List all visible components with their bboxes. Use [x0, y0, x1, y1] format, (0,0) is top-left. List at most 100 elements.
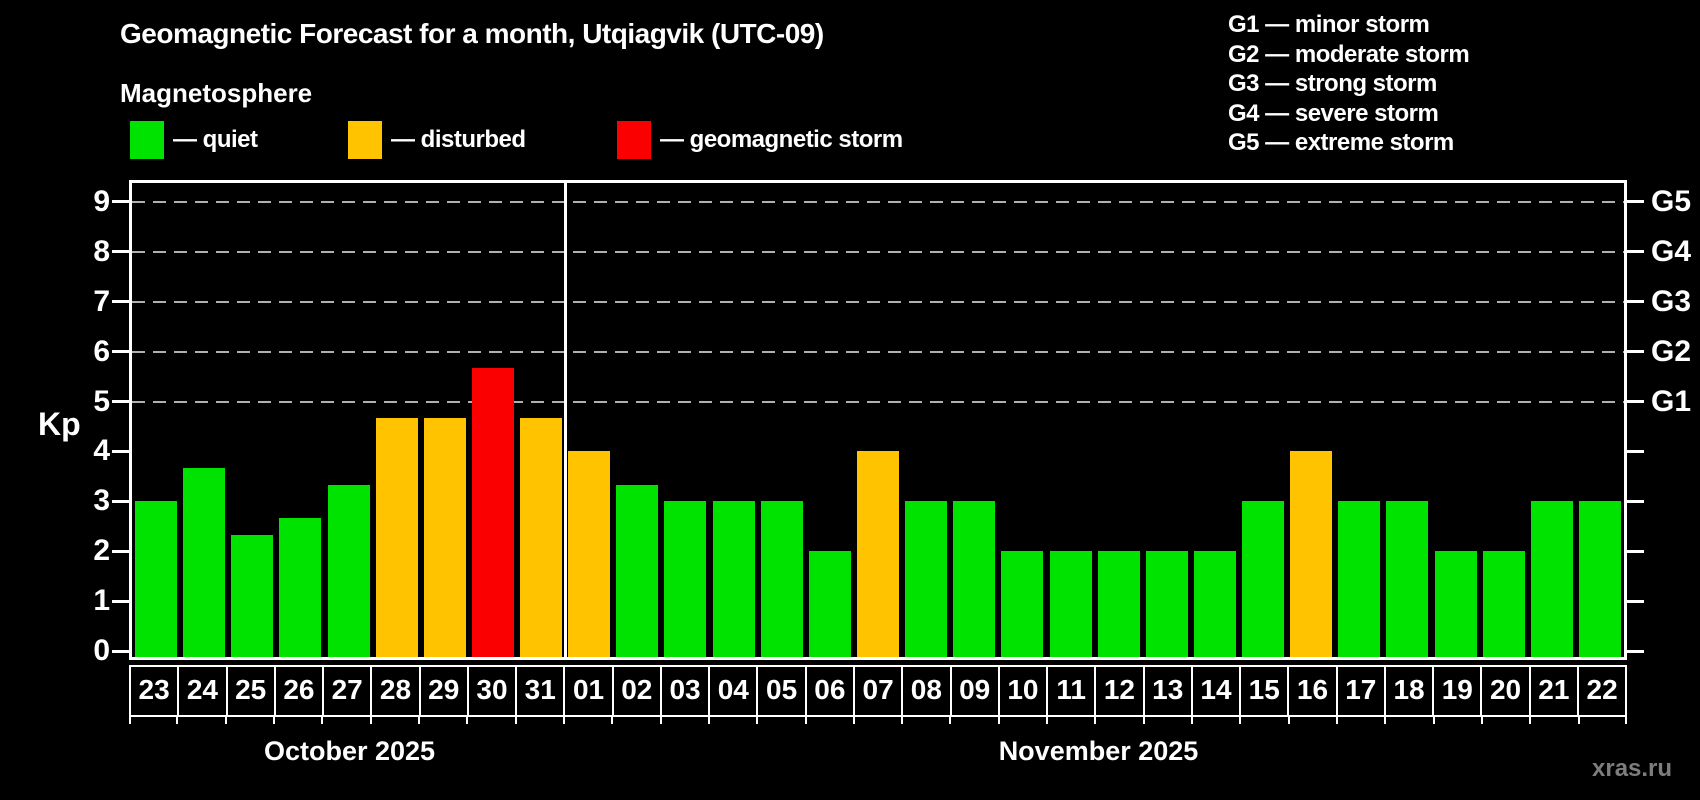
date-cell-17: 17 — [1335, 667, 1384, 715]
month-label-november: November 2025 — [998, 736, 1199, 766]
kp-bar-november-09 — [953, 501, 996, 657]
g-scale-tick-label-g5: G5 — [1651, 184, 1692, 218]
right-axis-tick-6 — [1627, 350, 1644, 354]
gridline-kp5 — [132, 400, 1624, 403]
date-axis-row: 23 24 25 26 27 28 29 30 31 01 02 03 04 05 06 07 08 09 10 11… — [129, 665, 1627, 717]
right-axis-tick-7 — [1627, 300, 1644, 304]
g-scale-tick-label-g4: G4 — [1651, 234, 1692, 268]
right-axis-tick-3 — [1627, 499, 1644, 503]
kp-bar-october-24 — [183, 467, 226, 657]
left-axis-tick-9 — [112, 200, 129, 204]
left-axis-tick-7 — [112, 300, 129, 304]
date-cell-10: 10 — [997, 667, 1046, 715]
date-cell-26: 26 — [273, 667, 322, 715]
storm-legend-label: — geomagnetic storm — [660, 126, 903, 153]
left-axis-tick-5 — [112, 400, 129, 403]
kp-bar-october-26 — [279, 517, 322, 657]
ruler-tick — [1577, 717, 1580, 724]
ruler-tick — [466, 717, 469, 724]
ruler-tick — [1481, 717, 1484, 724]
kp-bar-november-01 — [568, 451, 611, 657]
date-cell-08: 08 — [901, 667, 949, 715]
ruler-tick — [707, 717, 710, 724]
kp-bar-november-13 — [1145, 551, 1188, 657]
ruler-tick — [224, 717, 227, 724]
kp-bar-november-10 — [1001, 551, 1044, 657]
ruler-tick — [756, 717, 759, 724]
date-axis-ruler — [129, 717, 1627, 724]
ruler-tick — [1432, 717, 1435, 724]
ruler-tick — [611, 717, 614, 724]
right-axis-tick-2 — [1627, 549, 1644, 553]
date-cell-15: 15 — [1239, 667, 1287, 715]
left-axis-tick-6 — [112, 350, 129, 354]
kp-bar-november-08 — [905, 501, 948, 657]
g3-legend-line: G3 — strong storm — [1228, 70, 1437, 97]
kp-bar-november-19 — [1434, 551, 1477, 657]
kp-bar-october-25 — [231, 534, 274, 657]
right-axis-tick-4 — [1627, 449, 1644, 453]
date-cell-03: 03 — [659, 667, 708, 715]
date-cell-05: 05 — [756, 667, 804, 715]
gridline-kp8 — [132, 250, 1624, 253]
date-cell-06: 06 — [804, 667, 853, 715]
y-tick-label-9: 9 — [93, 184, 110, 218]
plot-area — [129, 180, 1627, 660]
date-cell-21: 21 — [1528, 667, 1577, 715]
kp-bar-november-15 — [1242, 501, 1285, 657]
kp-bar-october-28 — [375, 417, 418, 657]
date-cell-31: 31 — [515, 667, 563, 715]
g-scale-tick-label-g2: G2 — [1651, 334, 1692, 368]
left-axis-tick-4 — [112, 449, 129, 453]
left-axis-tick-0 — [112, 649, 129, 653]
kp-bar-november-04 — [712, 501, 755, 657]
left-axis-tick-2 — [112, 549, 129, 553]
date-cell-09: 09 — [949, 667, 998, 715]
kp-bar-november-11 — [1049, 551, 1092, 657]
gridline-kp6 — [132, 350, 1624, 353]
month-separator — [563, 183, 567, 657]
ruler-tick — [562, 717, 565, 724]
date-cell-14: 14 — [1190, 667, 1239, 715]
left-axis-tick-3 — [112, 499, 129, 503]
ruler-tick — [321, 717, 324, 724]
date-cell-13: 13 — [1142, 667, 1191, 715]
ruler-tick — [514, 717, 517, 724]
date-cell-22: 22 — [1576, 667, 1625, 715]
right-axis-tick-1 — [1627, 599, 1644, 603]
ruler-tick — [1336, 717, 1339, 724]
kp-bar-november-03 — [664, 501, 707, 657]
ruler-tick — [804, 717, 807, 724]
kp-bar-october-23 — [135, 501, 178, 657]
date-cell-19: 19 — [1432, 667, 1480, 715]
chart-subtitle: Magnetosphere — [120, 78, 313, 108]
site-watermark: xras.ru — [1592, 755, 1673, 782]
date-cell-16: 16 — [1287, 667, 1335, 715]
g-scale-tick-label-g3: G3 — [1651, 284, 1692, 318]
date-cell-30: 30 — [466, 667, 515, 715]
kp-bar-november-05 — [760, 501, 803, 657]
kp-bar-october-31 — [520, 417, 563, 657]
kp-bar-october-29 — [423, 417, 466, 657]
storm-color-swatch — [617, 121, 651, 159]
date-cell-07: 07 — [852, 667, 901, 715]
date-cell-12: 12 — [1094, 667, 1142, 715]
g4-legend-line: G4 — severe storm — [1228, 99, 1439, 127]
ruler-tick — [997, 717, 1000, 724]
kp-bar-october-27 — [327, 484, 370, 657]
g2-legend-line: G2 — moderate storm — [1228, 40, 1470, 68]
ruler-tick — [176, 717, 179, 724]
kp-bar-november-20 — [1482, 551, 1525, 657]
y-tick-label-7: 7 — [93, 284, 110, 318]
ruler-tick — [1529, 717, 1532, 724]
ruler-tick — [1142, 717, 1145, 724]
ruler-tick — [1191, 717, 1194, 724]
kp-bar-november-06 — [808, 551, 851, 657]
ruler-tick — [272, 717, 275, 724]
ruler-tick — [1384, 717, 1387, 724]
page-title: Geomagnetic Forecast for a month, Utqiag… — [120, 18, 824, 49]
right-axis-tick-8 — [1627, 250, 1644, 254]
right-axis-tick-5 — [1627, 400, 1644, 403]
ruler-tick — [1239, 717, 1242, 724]
g-scale-legend: G1 — minor storm G2 — moderate storm G3 … — [1228, 10, 1470, 158]
